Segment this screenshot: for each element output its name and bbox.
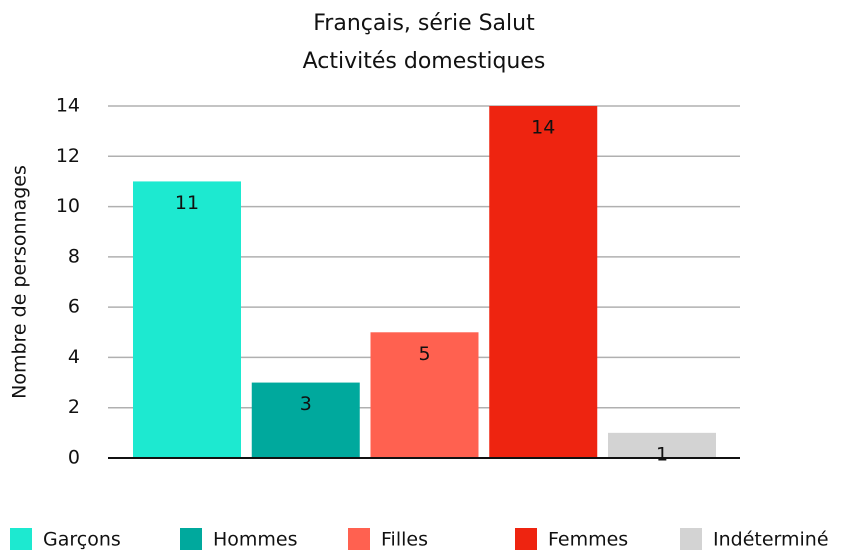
y-axis-label: Nombre de personnages (9, 165, 31, 399)
legend-swatch (680, 528, 702, 550)
bar (608, 432, 716, 458)
y-tick-label: 2 (68, 396, 80, 418)
legend-label: Filles (381, 529, 428, 551)
data-label: 11 (175, 192, 199, 214)
data-label: 3 (300, 393, 312, 415)
data-label: 1 (656, 443, 668, 465)
legend-swatch (515, 528, 537, 550)
legend-swatch (348, 528, 370, 550)
legend-label: Indéterminé (713, 529, 829, 551)
bar (133, 181, 241, 458)
chart-title: Français, série Salut (313, 11, 535, 36)
legend-label: Garçons (43, 529, 121, 551)
y-tick-label: 4 (68, 346, 80, 368)
data-label: 14 (531, 117, 555, 139)
bar (370, 332, 479, 458)
y-tick-label: 8 (68, 245, 80, 267)
y-tick-label: 10 (56, 195, 80, 217)
legend-label: Hommes (213, 529, 298, 551)
legend-label: Femmes (548, 529, 628, 551)
y-tick-label: 6 (68, 296, 80, 318)
bar (251, 382, 360, 458)
y-tick-label: 12 (56, 145, 80, 167)
y-tick-label: 0 (68, 447, 80, 469)
data-label: 5 (418, 343, 430, 365)
chart-title: Activités domestiques (303, 49, 546, 74)
y-tick-label: 14 (56, 95, 80, 117)
legend-swatch (10, 528, 32, 550)
bar (489, 106, 598, 458)
legend-swatch (180, 528, 202, 550)
